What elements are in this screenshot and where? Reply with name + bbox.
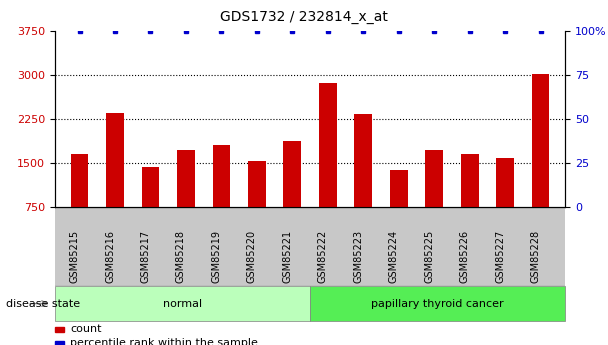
Bar bbox=[177, 150, 195, 207]
Text: GSM85228: GSM85228 bbox=[531, 230, 541, 283]
Text: GSM85218: GSM85218 bbox=[176, 230, 186, 283]
Text: papillary thyroid cancer: papillary thyroid cancer bbox=[371, 299, 504, 308]
Bar bbox=[426, 150, 443, 207]
Text: GSM85215: GSM85215 bbox=[69, 230, 80, 283]
Bar bbox=[319, 83, 337, 207]
Text: GSM85220: GSM85220 bbox=[247, 230, 257, 283]
Text: normal: normal bbox=[163, 299, 202, 308]
Text: GSM85227: GSM85227 bbox=[495, 230, 505, 283]
Bar bbox=[461, 154, 478, 207]
Bar bbox=[142, 167, 159, 207]
Bar bbox=[248, 161, 266, 207]
Text: GSM85219: GSM85219 bbox=[212, 230, 221, 283]
Text: disease state: disease state bbox=[6, 299, 80, 308]
Bar bbox=[213, 146, 230, 207]
Text: count: count bbox=[70, 325, 102, 334]
Text: GDS1732 / 232814_x_at: GDS1732 / 232814_x_at bbox=[220, 10, 388, 24]
Bar bbox=[354, 114, 372, 207]
Bar bbox=[390, 170, 407, 207]
Text: GSM85216: GSM85216 bbox=[105, 230, 115, 283]
Text: GSM85223: GSM85223 bbox=[353, 230, 364, 283]
Text: GSM85221: GSM85221 bbox=[282, 230, 292, 283]
Text: GSM85217: GSM85217 bbox=[140, 230, 151, 283]
Bar bbox=[283, 141, 301, 207]
Bar bbox=[496, 158, 514, 207]
Text: GSM85224: GSM85224 bbox=[389, 230, 399, 283]
Text: percentile rank within the sample: percentile rank within the sample bbox=[70, 338, 258, 345]
Bar bbox=[532, 75, 550, 207]
Bar bbox=[71, 154, 88, 207]
Bar bbox=[106, 113, 124, 207]
Text: GSM85225: GSM85225 bbox=[424, 230, 434, 283]
Text: GSM85226: GSM85226 bbox=[460, 230, 470, 283]
Text: GSM85222: GSM85222 bbox=[318, 230, 328, 283]
